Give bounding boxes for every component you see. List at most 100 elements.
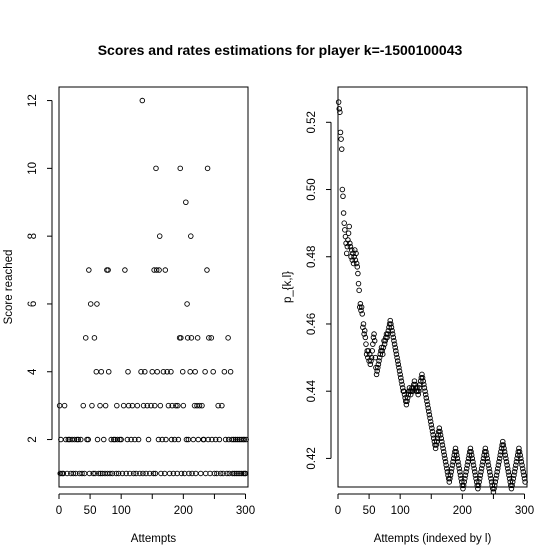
right-data-point xyxy=(337,129,344,136)
right-data-point xyxy=(496,455,503,462)
right-data-point xyxy=(447,475,453,482)
right-data-point xyxy=(518,459,525,465)
right-data-point xyxy=(345,230,352,236)
right-data-point xyxy=(419,371,425,378)
left-data-point xyxy=(178,335,184,341)
right-data-point xyxy=(375,364,381,371)
left-data-point xyxy=(80,402,86,409)
right-data-point xyxy=(352,257,359,263)
right-data-point xyxy=(511,472,517,478)
right-data-point xyxy=(462,472,469,478)
left-data-point xyxy=(159,436,165,443)
right-data-point xyxy=(380,351,386,357)
left-data-point xyxy=(86,470,93,477)
right-data-point xyxy=(500,438,506,445)
right-data-point xyxy=(440,448,447,455)
right-data-point xyxy=(391,341,398,347)
right-data-point xyxy=(397,371,403,378)
right-data-point xyxy=(476,479,482,485)
right-y-tick-label: 0.46 xyxy=(306,313,318,335)
right-data-point xyxy=(470,462,477,468)
right-data-point xyxy=(501,445,507,452)
right-data-point xyxy=(506,475,513,482)
left-data-point xyxy=(122,267,128,273)
left-data-point xyxy=(174,402,181,409)
right-x-tick-label: 50 xyxy=(363,505,376,517)
left-data-point xyxy=(184,301,190,307)
right-data-point xyxy=(477,472,484,478)
right-data-point xyxy=(478,465,485,472)
left-x-tick-label: 200 xyxy=(174,505,193,517)
left-data-point xyxy=(149,368,156,375)
right-data-point xyxy=(495,462,502,468)
right-data-point xyxy=(479,462,485,468)
left-data-point xyxy=(113,470,119,477)
left-data-point xyxy=(105,267,111,273)
left-data-point xyxy=(190,436,197,443)
right-data-point xyxy=(442,455,448,462)
right-data-point xyxy=(496,459,502,465)
left-data-point xyxy=(153,165,159,172)
right-data-point xyxy=(450,455,457,462)
left-data-point xyxy=(183,199,189,206)
left-data-point xyxy=(162,267,169,273)
right-data-point xyxy=(394,354,400,361)
right-data-point xyxy=(355,270,361,277)
right-x-tick-label: 100 xyxy=(391,505,410,517)
left-data-point xyxy=(158,470,164,477)
left-data-point xyxy=(94,301,100,307)
right-data-point xyxy=(444,469,451,475)
right-data-point xyxy=(430,435,437,442)
right-data-point xyxy=(395,361,402,368)
left-data-point xyxy=(154,368,160,375)
right-data-point xyxy=(457,469,463,475)
right-data-point xyxy=(493,472,500,478)
right-data-point xyxy=(375,361,382,368)
right-data-point xyxy=(503,459,510,465)
right-data-point xyxy=(500,442,507,448)
right-data-point xyxy=(487,472,494,478)
left-data-point xyxy=(241,436,248,443)
left-data-point xyxy=(160,368,167,375)
right-data-point xyxy=(428,422,435,428)
right-data-point xyxy=(448,469,454,475)
right-data-point xyxy=(387,317,393,324)
right-data-point xyxy=(363,341,369,347)
right-data-point xyxy=(454,455,461,462)
right-data-point xyxy=(396,364,402,371)
right-data-point xyxy=(516,448,523,455)
right-y-tick-label: 0.42 xyxy=(306,447,318,469)
right-data-point xyxy=(378,344,385,351)
right-data-point xyxy=(422,388,428,394)
left-data-point xyxy=(195,436,202,443)
right-data-point xyxy=(462,475,468,482)
right-data-point xyxy=(380,344,387,351)
right-data-point xyxy=(415,391,421,398)
right-data-point xyxy=(517,452,523,458)
right-data-point xyxy=(521,475,528,482)
right-data-point xyxy=(469,455,476,462)
left-data-point xyxy=(123,470,129,477)
left-data-point xyxy=(119,470,126,477)
right-data-point xyxy=(426,408,432,415)
right-data-point xyxy=(399,381,405,388)
right-data-point xyxy=(473,475,479,482)
left-data-point xyxy=(183,436,190,443)
right-data-point xyxy=(398,378,405,384)
left-data-point xyxy=(169,402,175,409)
right-data-point xyxy=(423,395,430,401)
right-data-point xyxy=(371,331,377,337)
right-data-point xyxy=(485,459,491,465)
right-data-point xyxy=(509,482,515,489)
right-data-point xyxy=(461,479,467,485)
right-data-point xyxy=(503,455,509,462)
right-y-tick-label: 0.48 xyxy=(306,246,318,268)
right-data-point xyxy=(336,106,342,112)
right-data-point xyxy=(392,344,398,351)
right-data-point xyxy=(477,475,483,482)
left-data-point xyxy=(168,436,175,443)
left-data-point xyxy=(186,470,192,477)
right-data-point xyxy=(424,398,430,405)
right-data-point xyxy=(396,368,403,374)
left-data-point xyxy=(157,402,164,409)
